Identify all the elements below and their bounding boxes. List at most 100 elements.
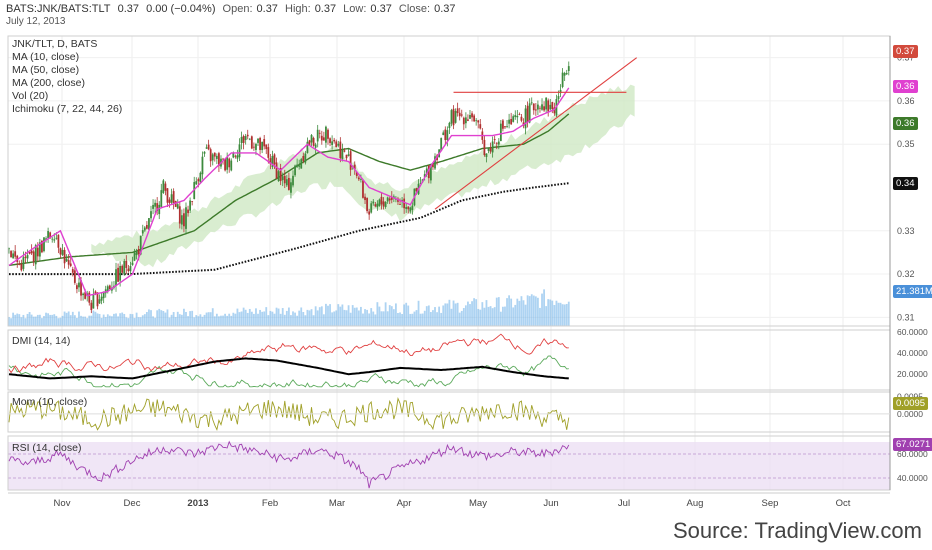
candle-body <box>368 211 371 215</box>
volume-bar <box>26 313 29 326</box>
mom-panel-label[interactable]: Mom (10, close) <box>12 396 88 408</box>
volume-bars <box>8 289 570 326</box>
volume-bar <box>191 310 194 326</box>
volume-bar <box>506 298 508 326</box>
source-credit[interactable]: Source: TradingView.com <box>672 518 922 543</box>
volume-bar <box>341 304 344 326</box>
volume-bar <box>53 314 56 326</box>
volume-bar <box>360 306 362 326</box>
volume-bar <box>51 314 54 326</box>
volume-bar <box>329 304 331 326</box>
candle-body <box>409 207 412 212</box>
candle-body <box>263 138 266 147</box>
x-tick-label: Sep <box>762 498 779 509</box>
volume-bar <box>446 303 449 326</box>
legend-vol[interactable]: Vol (20) <box>12 90 49 102</box>
candle-body <box>108 285 111 290</box>
candle-body <box>63 249 66 264</box>
volume-bar <box>28 312 31 326</box>
x-tick-label: Feb <box>262 498 278 509</box>
volume-bar <box>331 312 334 326</box>
legend-ma10[interactable]: MA (10, close) <box>12 51 80 63</box>
legend-ma50[interactable]: MA (50, close) <box>12 64 80 76</box>
volume-bar <box>403 304 406 326</box>
volume-bar <box>170 314 173 326</box>
ma50-tag: 0.36 <box>893 117 918 130</box>
ma200-line <box>9 182 569 276</box>
mom-tick-label: 0.0095 <box>897 392 923 402</box>
volume-bar <box>228 313 231 326</box>
candle-body <box>162 180 165 193</box>
candle-body <box>154 202 157 207</box>
candle-body <box>218 153 220 166</box>
candle-body <box>148 218 150 230</box>
candle-body <box>372 201 375 204</box>
candle-body <box>335 141 338 148</box>
candle-body <box>300 159 303 169</box>
volume-bar <box>168 317 171 326</box>
candle-body <box>553 107 556 114</box>
x-tick-label: Jun <box>543 498 558 509</box>
legend-ichimoku[interactable]: Ichimoku (7, 22, 44, 26) <box>12 103 123 115</box>
volume-bar <box>320 306 323 326</box>
volume-bar <box>137 317 140 326</box>
volume-bar <box>485 300 488 326</box>
candle-body <box>45 238 47 240</box>
candle-body <box>491 141 494 153</box>
volume-bar <box>448 299 451 326</box>
volume-bar <box>82 316 84 326</box>
candle-body <box>178 206 181 224</box>
candle-body <box>102 291 105 299</box>
candle-body <box>508 119 510 124</box>
candle-body <box>563 73 566 76</box>
candle-body <box>440 138 443 152</box>
candle-body <box>55 237 58 239</box>
x-tick-label: Mar <box>329 498 345 509</box>
volume-bar <box>281 308 284 326</box>
volume-bar <box>504 306 506 326</box>
candle-body <box>530 102 533 104</box>
volume-bar <box>306 309 309 326</box>
candle-body <box>67 260 70 265</box>
ichimoku-cloud <box>91 84 635 268</box>
candle-body <box>51 238 54 240</box>
dmi-panel-label[interactable]: DMI (14, 14) <box>12 335 71 347</box>
volume-bar <box>380 311 383 326</box>
candle-body <box>80 280 82 296</box>
candle-body <box>551 102 554 110</box>
candle-body <box>314 144 317 148</box>
volume-bar <box>386 311 389 326</box>
x-tick-label: Apr <box>397 498 412 509</box>
volume-bar <box>226 315 229 326</box>
volume-bar <box>339 306 342 326</box>
volume-bar <box>411 313 414 326</box>
candle-body <box>129 266 132 272</box>
volume-bar <box>425 306 428 326</box>
volume-bar <box>250 311 253 326</box>
x-tick-label: Aug <box>687 498 704 509</box>
legend-ma200[interactable]: MA (200, close) <box>12 77 85 89</box>
price-tick-label: 0.36 <box>897 96 915 106</box>
volume-bar <box>195 315 198 326</box>
candle-body <box>331 141 334 145</box>
legend-title[interactable]: JNK/TLT, D, BATS <box>12 38 98 50</box>
rsi-panel-label[interactable]: RSI (14, close) <box>12 442 82 454</box>
candle-body <box>168 199 171 203</box>
volume-bar <box>530 294 533 326</box>
volume-bar <box>314 306 317 326</box>
volume-bar <box>189 311 192 326</box>
candle-body <box>277 171 280 182</box>
volume-bar <box>143 314 146 326</box>
volume-bar <box>183 308 185 326</box>
candle-body <box>524 108 527 129</box>
candle-body <box>26 255 29 259</box>
volume-bar <box>150 310 152 326</box>
volume-bar <box>236 308 239 326</box>
candle-body <box>49 232 52 239</box>
volume-bar <box>259 309 261 326</box>
candle-body <box>180 215 183 225</box>
candle-body <box>432 164 434 168</box>
volume-bar <box>351 305 354 326</box>
volume-bar <box>287 307 290 326</box>
volume-bar <box>253 313 255 326</box>
